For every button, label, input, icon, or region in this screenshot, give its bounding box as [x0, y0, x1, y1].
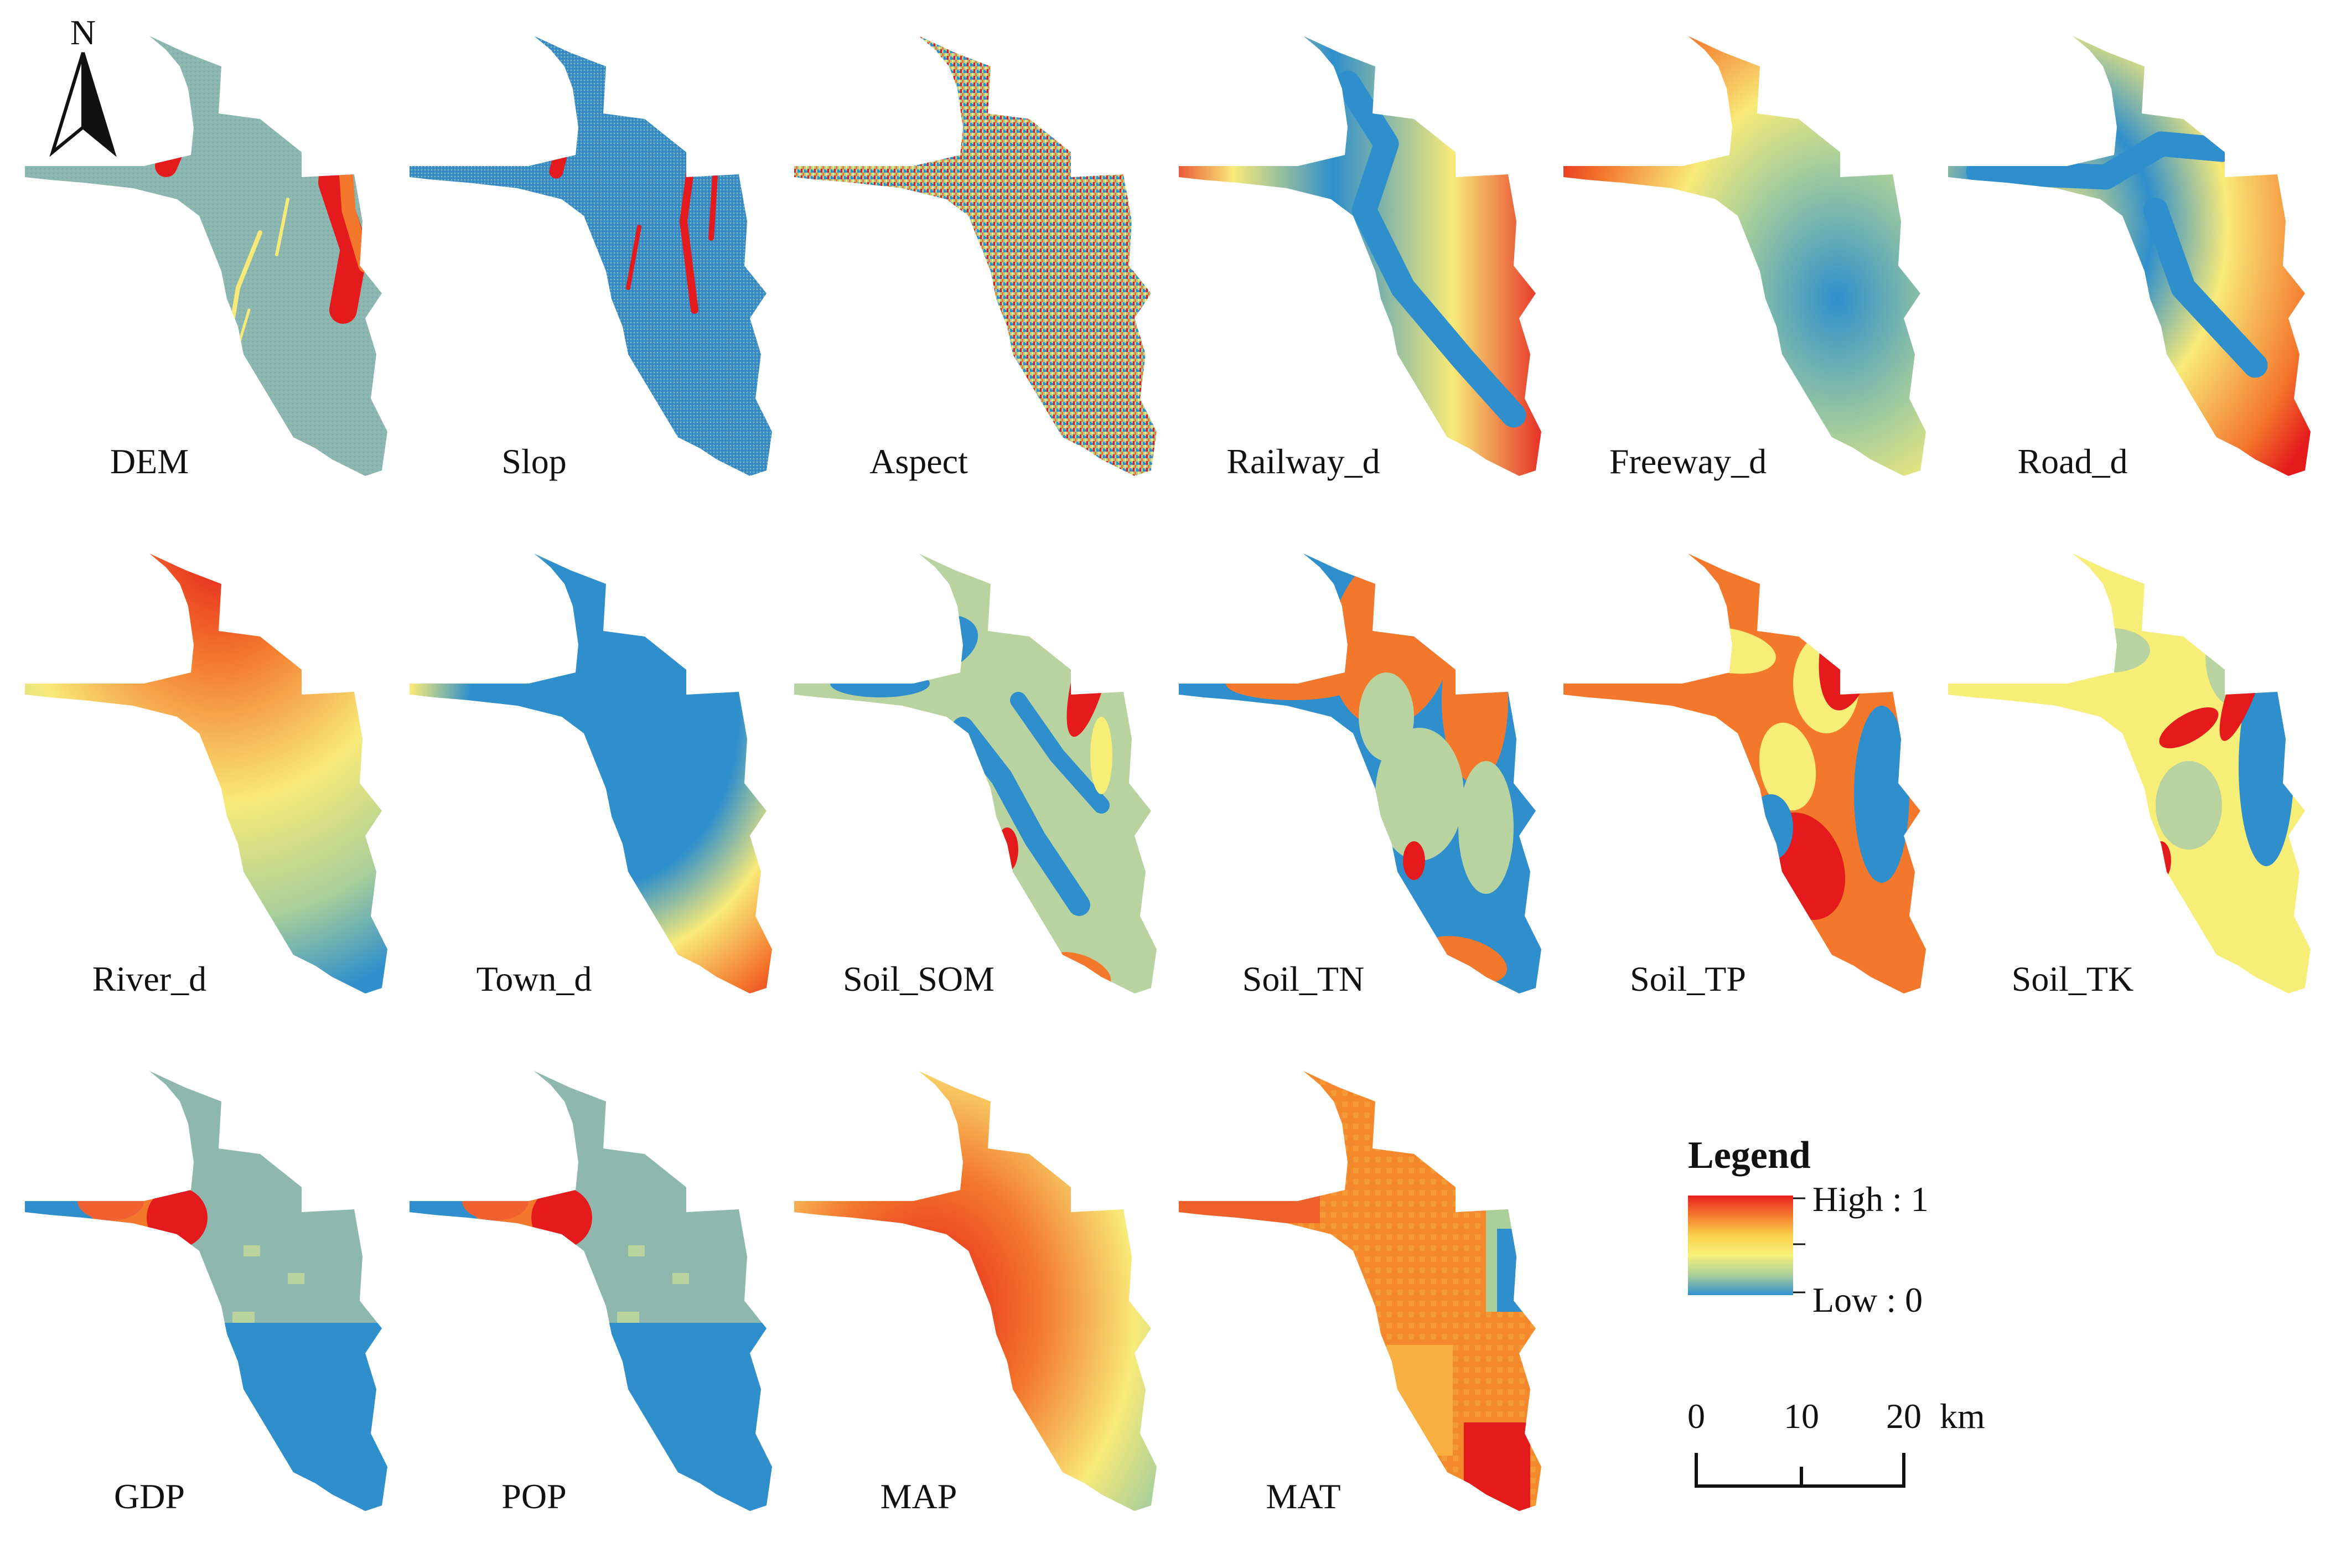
- panel-raster: [25, 553, 387, 993]
- panel-raster: [1179, 553, 1541, 993]
- panel-label: DEM: [110, 442, 189, 481]
- panel-raster: [1948, 553, 2311, 993]
- panel-raster: [410, 1071, 772, 1511]
- panel-raster: [410, 36, 772, 476]
- panel-label: MAP: [881, 1477, 957, 1516]
- map-panel-soil_tk: Soil_TK: [1948, 553, 2311, 998]
- map-panel-road: Road_d: [1948, 36, 2311, 481]
- north-letter: N: [70, 13, 96, 52]
- map-panel-aspect: Aspect: [794, 36, 1157, 481]
- panel-label: Freeway_d: [1609, 442, 1767, 481]
- legend-color-ramp: [1688, 1196, 1793, 1295]
- panel-label: POP: [501, 1477, 566, 1516]
- legend-title: Legend: [1688, 1134, 1811, 1177]
- map-panel-gdp: GDP: [25, 1071, 387, 1516]
- legend: Legend High : 1 Low : 0: [1688, 1134, 1929, 1319]
- panel-label: Railway_d: [1226, 442, 1380, 481]
- panel-raster: [410, 553, 772, 993]
- map-panel-river: River_d: [25, 553, 387, 998]
- map-panel-slop: Slop: [410, 36, 772, 481]
- panel-label: Aspect: [869, 442, 968, 481]
- panel-raster: [1179, 36, 1541, 476]
- legend-high-label: High : 1: [1812, 1179, 1929, 1219]
- panel-raster: [1948, 36, 2311, 476]
- panel-raster: [1179, 1071, 1541, 1511]
- map-panel-railway: Railway_d: [1179, 36, 1541, 481]
- scale-tick-20: 20: [1886, 1396, 1922, 1436]
- panel-raster: [794, 1071, 1157, 1511]
- map-panel-pop: POP: [410, 1071, 772, 1516]
- panel-raster: [25, 36, 387, 476]
- map-panels: DEM Slop Aspect Railway_d Freeway_d Road_d Riv…: [25, 36, 2311, 1516]
- scale-bar: 0 10 20 km: [1687, 1396, 1985, 1488]
- north-arrow-icon: N: [49, 13, 117, 157]
- panel-label: MAT: [1266, 1477, 1340, 1516]
- panel-raster: [794, 36, 1157, 476]
- panel-label: Road_d: [2017, 442, 2127, 481]
- map-panel-dem: DEM: [25, 36, 387, 481]
- panel-raster: [25, 1071, 387, 1511]
- scale-unit: km: [1940, 1396, 1985, 1436]
- panel-label: River_d: [92, 959, 206, 998]
- legend-low-label: Low : 0: [1812, 1280, 1923, 1319]
- scale-tick-10: 10: [1784, 1396, 1819, 1436]
- panel-label: Soil_TK: [2012, 959, 2133, 998]
- map-panel-soil_som: Soil_SOM: [794, 553, 1157, 998]
- map-panel-soil_tn: Soil_TN: [1179, 553, 1541, 998]
- panel-label: Town_d: [477, 959, 592, 998]
- scale-tick-0: 0: [1687, 1396, 1705, 1436]
- panel-label: Soil_TN: [1242, 959, 1364, 998]
- map-panel-town: Town_d: [410, 553, 772, 998]
- panel-label: Soil_TP: [1630, 959, 1746, 998]
- map-panel-soil_tp: Soil_TP: [1563, 553, 1926, 998]
- panel-label: Slop: [501, 442, 566, 481]
- map-panel-freeway: Freeway_d: [1563, 36, 1926, 481]
- panel-raster: [794, 553, 1157, 993]
- panel-raster: [1563, 553, 1926, 993]
- panel-label: Soil_SOM: [843, 959, 995, 998]
- map-panel-mat: MAT: [1179, 1071, 1541, 1516]
- map-panel-map: MAP: [794, 1071, 1157, 1516]
- panel-label: GDP: [114, 1477, 185, 1516]
- panel-raster: [1563, 36, 1926, 476]
